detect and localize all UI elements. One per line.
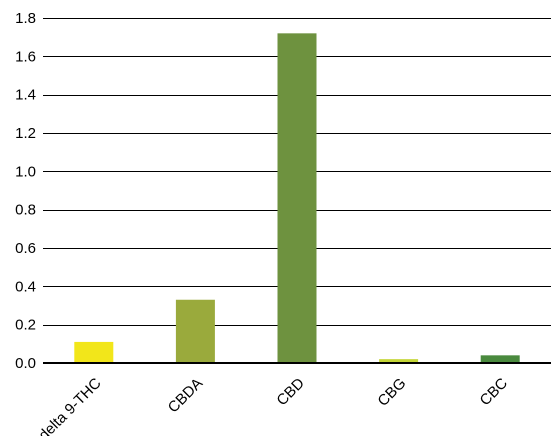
x-tick-label: CBD [273,375,308,410]
x-tick-labels: delta 9-THC CBDA CBD CBG CBC [35,375,511,436]
bar [480,355,520,363]
y-tick-label: 1.2 [15,125,36,142]
y-tick-label: 1.0 [15,163,36,180]
bar [74,341,114,363]
x-tick-label: CBC [477,375,512,410]
x-tick-label: CBDA [165,375,206,416]
x-tick-label: CBG [374,375,409,410]
y-tick-label: 1.6 [15,48,36,65]
y-tick-label: 0.2 [15,317,36,334]
y-tick-label: 0.6 [15,240,36,257]
y-tick-label: 0.8 [15,202,36,219]
y-tick-label: 1.4 [15,87,36,104]
x-tick-label: delta 9-THC [35,375,104,436]
y-tick-label: 0.4 [15,278,36,295]
y-tick-label: 1.8 [15,10,36,27]
y-tick-labels: 0.0 0.2 0.4 0.6 0.8 1.0 1.2 1.4 1.6 1.8 [15,10,36,372]
bar [379,359,419,363]
bar [277,33,317,363]
bar [175,299,215,363]
y-tick-label: 0.0 [15,355,36,372]
bars [74,33,520,363]
